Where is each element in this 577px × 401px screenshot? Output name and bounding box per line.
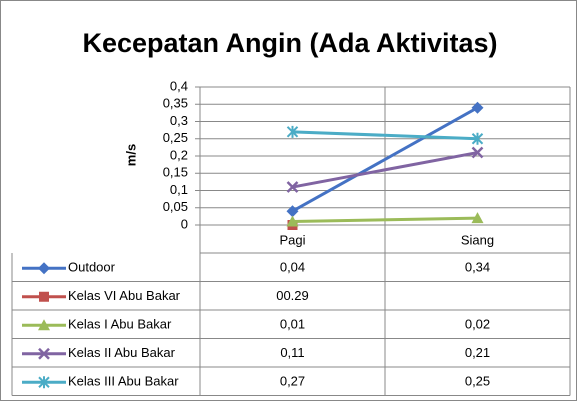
y-tick-label: 0 [181,216,188,231]
y-tick-label: 0,15 [163,165,188,180]
legend-marker [38,347,50,360]
x-tick-label: Pagi [279,232,305,247]
marker [471,212,484,224]
marker [471,101,484,114]
legend-label: Kelas VI Abu Bakar [68,288,181,303]
table-cell: 0,04 [280,260,305,275]
legend-label: Outdoor [68,260,116,275]
marker [471,146,484,159]
y-tick-label: 0,1 [170,182,188,197]
marker [471,132,484,145]
series-line [291,106,479,213]
chart-title: Kecepatan Angin (Ada Aktivitas) [82,28,497,58]
table-cell: 0,02 [465,317,490,332]
y-tick-label: 0,25 [163,130,188,145]
legend-label: Kelas II Abu Bakar [68,345,176,360]
table-cell: 0,34 [465,260,490,275]
marker [286,205,299,218]
y-tick-label: 0,2 [170,147,188,162]
table-cell: 0,27 [280,374,305,389]
table-cell: 00.29 [276,288,309,303]
marker [286,125,299,138]
legend-marker [38,262,50,275]
table-cell: 0,11 [280,345,304,360]
legend-marker [38,376,50,389]
y-tick-label: 0,35 [163,96,188,111]
table-cell: 0,01 [280,317,305,332]
series-line [292,216,478,224]
table-cell: 0,21 [465,345,490,360]
legend-marker [38,319,50,331]
legend-marker [39,291,49,302]
x-tick-label: Siang [461,232,494,247]
y-axis-label: m/s [123,144,138,166]
y-tick-label: 0,4 [170,78,188,93]
series-line [292,130,478,141]
y-tick-label: 0,05 [163,199,188,214]
marker [286,181,299,193]
legend-label: Kelas III Abu Bakar [68,374,179,389]
y-tick-label: 0,3 [170,113,188,128]
legend-label: Kelas I Abu Bakar [68,317,172,332]
series-line [292,151,478,189]
table-cell: 0,25 [465,374,490,389]
marker [286,215,299,227]
